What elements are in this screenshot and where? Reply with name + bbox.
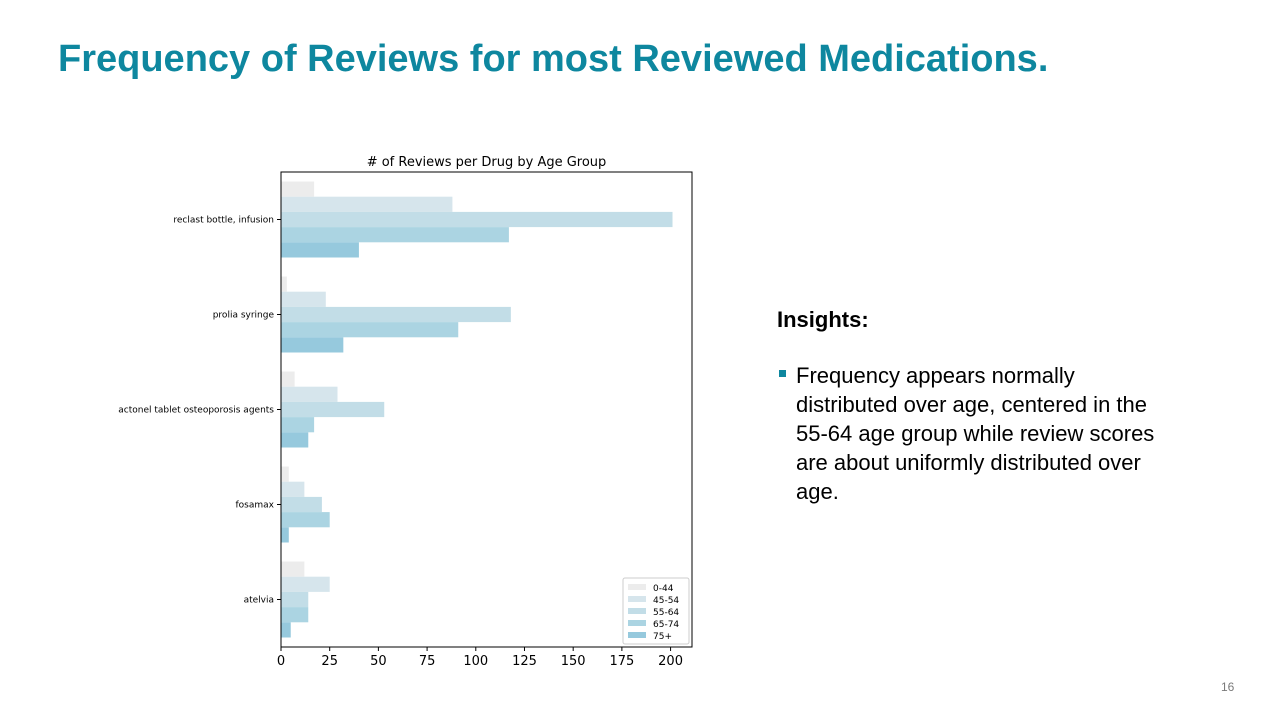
- bar: [281, 591, 309, 608]
- bar: [281, 561, 305, 577]
- bar: [281, 211, 673, 228]
- insight-bullet: Frequency appears normally distributed o…: [777, 361, 1177, 506]
- page-number: 16: [1221, 680, 1235, 694]
- bar: [281, 607, 309, 623]
- x-tick-label: 50: [370, 654, 387, 669]
- x-tick-label: 200: [658, 654, 683, 669]
- bar: [281, 337, 344, 353]
- insights-heading: Insights:: [777, 307, 869, 332]
- bar: [281, 196, 453, 212]
- y-tick-label: atelvia: [244, 596, 274, 606]
- x-tick-label: 25: [321, 654, 338, 669]
- legend-swatch: [628, 608, 646, 614]
- x-tick-label: 0: [277, 654, 285, 669]
- bar: [281, 242, 359, 258]
- bar: [281, 371, 295, 387]
- bar: [281, 622, 291, 638]
- legend-label: 75+: [653, 632, 672, 642]
- y-tick-label: fosamax: [236, 501, 275, 511]
- y-tick-label: actonel tablet osteoporosis agents: [118, 406, 274, 416]
- bar: [281, 466, 289, 482]
- bar: [281, 386, 338, 402]
- legend-swatch: [628, 584, 646, 590]
- legend-label: 55-64: [653, 608, 679, 618]
- bar: [281, 576, 330, 592]
- legend-label: 45-54: [653, 596, 679, 606]
- bar: [281, 417, 315, 433]
- bar: [281, 291, 326, 307]
- bar: [281, 276, 287, 292]
- bar: [281, 181, 315, 197]
- legend-label: 0-44: [653, 584, 674, 594]
- bar: [281, 322, 459, 338]
- x-tick-label: 175: [609, 654, 634, 669]
- x-tick-label: 150: [561, 654, 586, 669]
- slide-title: Frequency of Reviews for most Reviewed M…: [58, 38, 1049, 80]
- insight-text: Frequency appears normally distributed o…: [796, 363, 1155, 504]
- bar: [281, 496, 322, 513]
- bars-layer: [281, 181, 673, 638]
- chart-title: # of Reviews per Drug by Age Group: [367, 155, 607, 170]
- y-tick-label: reclast bottle, infusion: [173, 216, 274, 226]
- legend-box: [622, 577, 690, 645]
- x-tick-label: 100: [463, 654, 488, 669]
- insights-panel: Insights: Frequency appears normally dis…: [777, 305, 1177, 506]
- legend-swatch: [628, 632, 646, 638]
- bar-chart: # of Reviews per Drug by Age Group recla…: [118, 155, 693, 670]
- chart-legend: 0-44 45-54 55-64 65-74 75+: [622, 577, 690, 645]
- bar: [281, 432, 309, 448]
- axis-layer: reclast bottle, infusion prolia syringe ac…: [118, 216, 683, 670]
- bar: [281, 306, 511, 323]
- legend-swatch: [628, 620, 646, 626]
- bar: [281, 227, 509, 243]
- bar: [281, 527, 289, 543]
- x-tick-label: 75: [419, 654, 436, 669]
- bar: [281, 481, 305, 497]
- square-bullet-icon: [779, 370, 786, 377]
- bar: [281, 512, 330, 528]
- legend-swatch: [628, 596, 646, 602]
- y-tick-label: prolia syringe: [213, 311, 275, 321]
- bar: [281, 401, 385, 418]
- legend-label: 65-74: [653, 620, 679, 630]
- x-tick-label: 125: [512, 654, 537, 669]
